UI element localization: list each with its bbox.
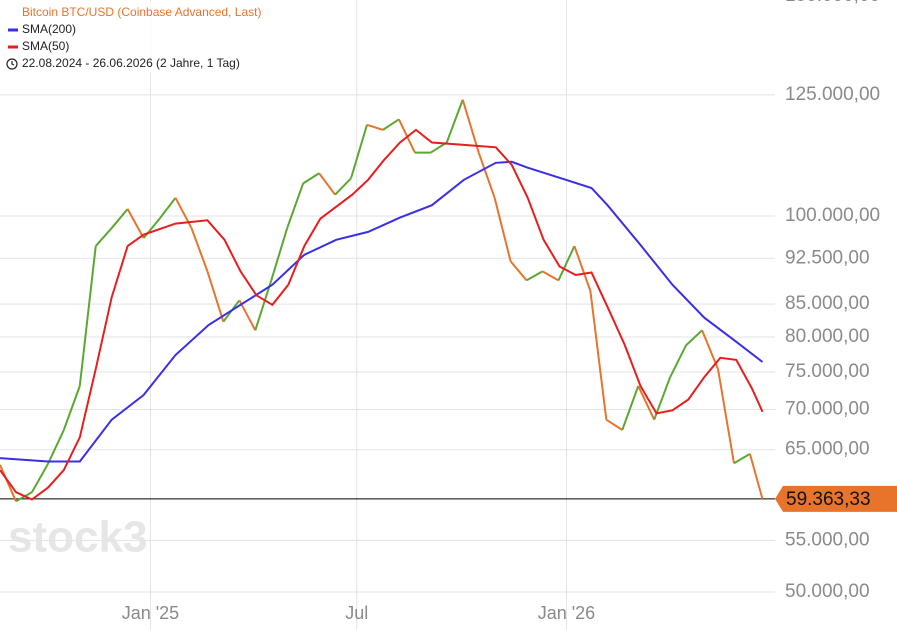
price-segment bbox=[126, 208, 145, 239]
clock-icon bbox=[6, 58, 18, 70]
price-segment bbox=[62, 385, 81, 431]
price-segment bbox=[573, 245, 592, 292]
price-segment bbox=[0, 464, 17, 502]
date-range: 22.08.2024 - 26.06.2026 bbox=[22, 56, 153, 70]
price-segment bbox=[334, 177, 352, 196]
price-segment bbox=[621, 385, 640, 431]
price-segment bbox=[94, 227, 113, 247]
price-segment bbox=[493, 197, 512, 262]
price-segment bbox=[637, 385, 656, 421]
price-segment bbox=[78, 245, 97, 387]
y-tick-label: 80.000,00 bbox=[785, 326, 870, 347]
y-tick-label: 75.000,00 bbox=[785, 361, 870, 382]
price-segment bbox=[110, 208, 129, 229]
x-tick-label: Jul bbox=[345, 603, 368, 623]
price-segment bbox=[286, 183, 305, 229]
last-value-box bbox=[775, 485, 897, 512]
period: (2 Jahre, 1 Tag) bbox=[156, 56, 240, 70]
price-segment bbox=[526, 270, 543, 282]
y-tick-label: 50.000,00 bbox=[785, 581, 870, 602]
y-tick-label: 55.000,00 bbox=[785, 529, 870, 550]
legend-bg bbox=[0, 2, 250, 72]
price-segment bbox=[318, 172, 336, 196]
last-value-label: 59.363,33 bbox=[786, 489, 871, 510]
price-segment bbox=[158, 197, 177, 220]
y-tick-label: 70.000,00 bbox=[785, 398, 870, 419]
price-segment bbox=[31, 463, 49, 493]
price-segment bbox=[542, 270, 559, 282]
y-tick-label: 65.000,00 bbox=[785, 439, 870, 460]
x-tick-label: Jan '25 bbox=[122, 603, 179, 623]
price-segment bbox=[733, 453, 751, 465]
price-segment bbox=[461, 99, 480, 153]
price-segment bbox=[238, 299, 257, 331]
watermark: stock3 bbox=[8, 513, 147, 562]
price-segment bbox=[445, 99, 464, 143]
price-segment bbox=[302, 172, 320, 185]
price-segment bbox=[557, 245, 576, 281]
price-segment bbox=[366, 123, 384, 131]
price-segment bbox=[477, 152, 496, 199]
price-segment bbox=[46, 429, 65, 465]
sma-line bbox=[0, 160, 764, 463]
price-segment bbox=[254, 280, 273, 331]
price-segment bbox=[605, 418, 623, 431]
legend-label: SMA(50) bbox=[22, 39, 69, 53]
y-tick-label: 125.000,00 bbox=[785, 84, 880, 105]
x-tick-label: Jan '26 bbox=[538, 603, 595, 623]
y-tick-label: 92.500,00 bbox=[785, 247, 870, 268]
y-tick-label: 85.000,00 bbox=[785, 293, 870, 314]
price-segment bbox=[509, 260, 528, 282]
price-segment bbox=[142, 218, 161, 239]
clock-hands bbox=[11, 61, 15, 66]
price-segment bbox=[717, 369, 735, 464]
price-segment bbox=[589, 290, 608, 420]
legend-title: Bitcoin BTC/USD (Coinbase Advanced, Last… bbox=[22, 5, 261, 19]
y-tick-label: 100.000,00 bbox=[785, 205, 880, 226]
price-segment bbox=[748, 453, 764, 500]
legend: Bitcoin BTC/USD (Coinbase Advanced, Last… bbox=[0, 2, 261, 72]
price-segment bbox=[270, 227, 289, 281]
y-tick-label: 150.000,00 bbox=[785, 0, 880, 6]
price-segment bbox=[685, 329, 703, 346]
price-segment bbox=[350, 124, 368, 179]
sma-line bbox=[0, 128, 764, 501]
price-segment bbox=[382, 118, 400, 131]
legend-label: SMA(200) bbox=[22, 22, 76, 36]
price-segment bbox=[669, 344, 687, 378]
price-segment bbox=[190, 227, 209, 272]
price-segment bbox=[206, 271, 225, 322]
